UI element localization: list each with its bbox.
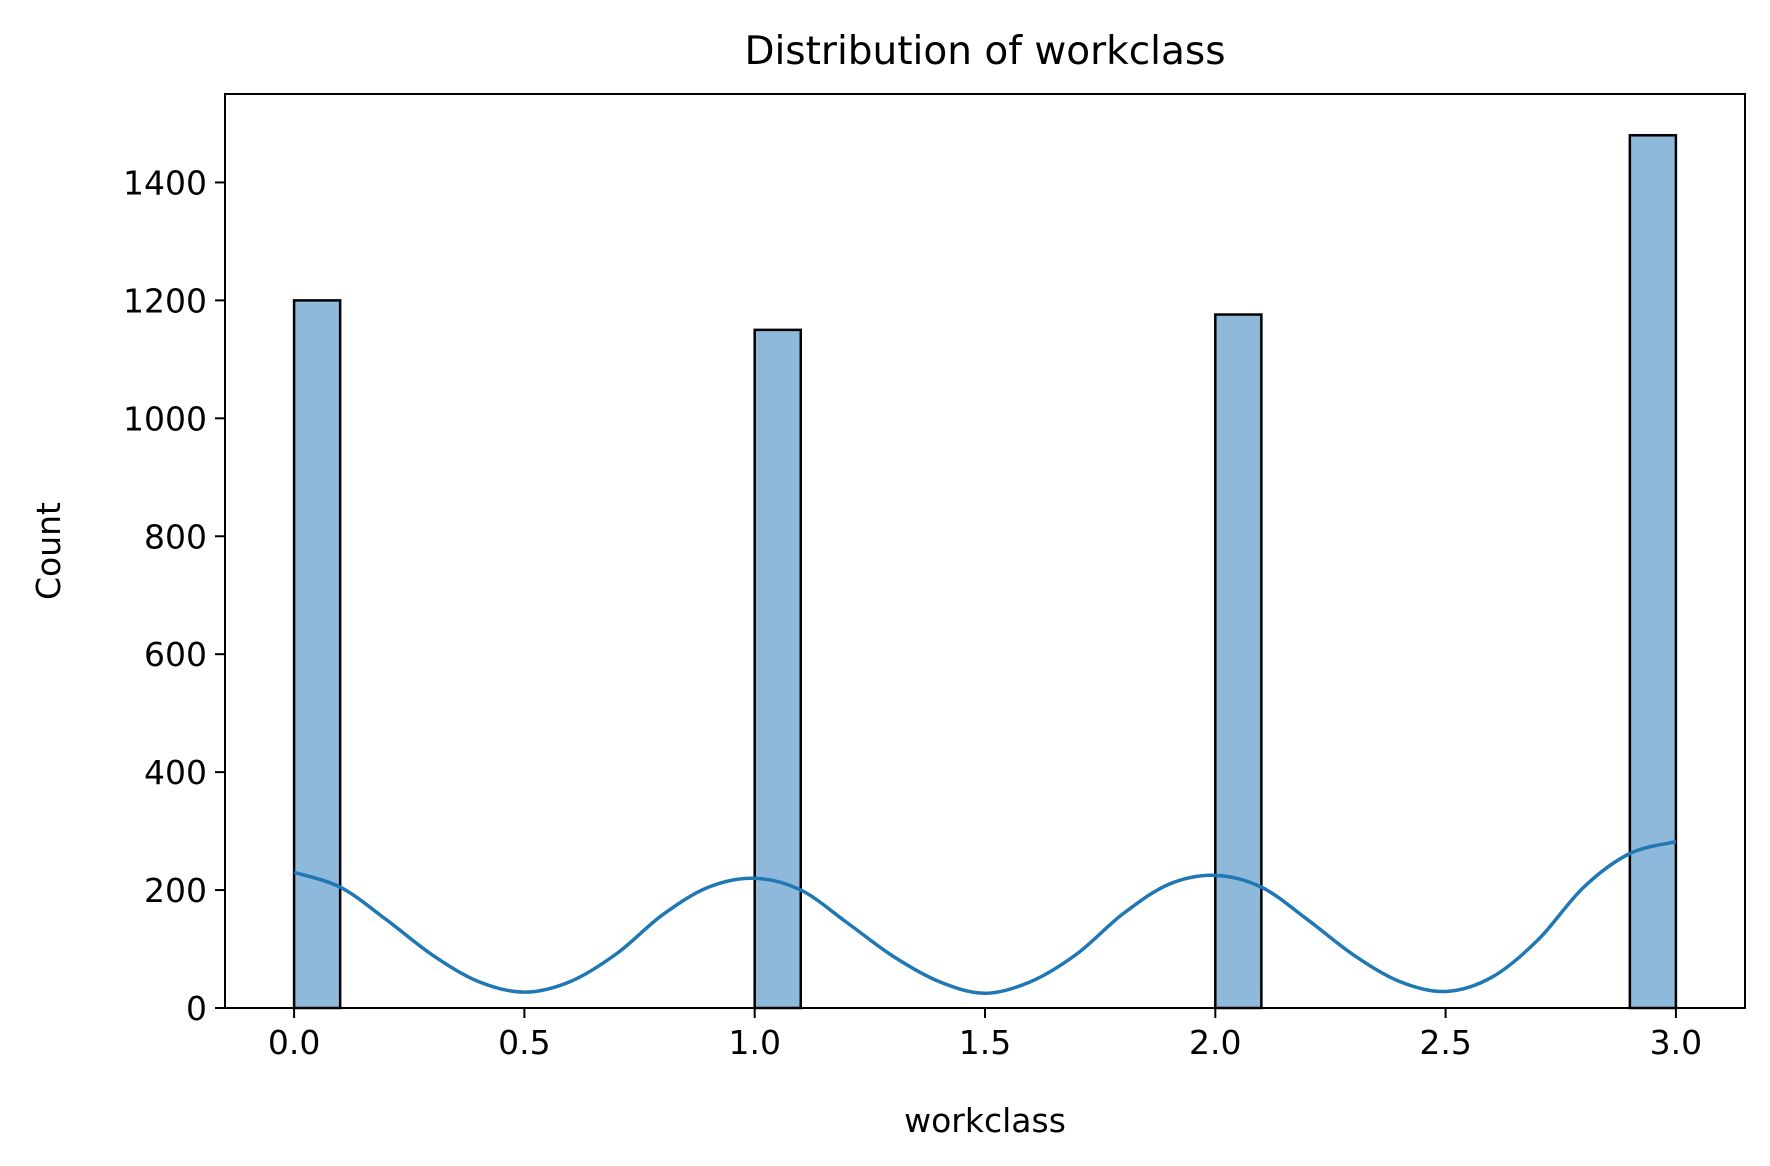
x-tick-label: 1.0 — [728, 1023, 780, 1062]
x-tick-label: 2.0 — [1189, 1023, 1241, 1062]
x-axis-label: workclass — [904, 1101, 1066, 1140]
y-axis-label: Count — [29, 502, 68, 600]
chart-title: Distribution of workclass — [744, 29, 1225, 74]
y-tick-label: 1200 — [123, 281, 207, 320]
x-tick-label: 1.5 — [959, 1023, 1011, 1062]
histogram-bar — [1628, 134, 1678, 1010]
histogram-bar — [753, 328, 803, 1010]
y-tick-label: 800 — [144, 517, 207, 556]
bars — [292, 134, 1678, 1010]
kde-line — [293, 840, 1677, 996]
histogram-bar — [1214, 313, 1263, 1010]
x-tick-label: 0.5 — [498, 1023, 550, 1062]
x-tick-label: 3.0 — [1650, 1023, 1702, 1062]
kde-curve-group — [293, 840, 1677, 996]
x-axis-ticks: 0.0 0.5 1.0 1.5 2.0 2.5 3.0 — [268, 1008, 1702, 1062]
plot-frame — [224, 93, 1746, 1009]
y-tick-label: 200 — [144, 871, 207, 910]
y-tick-label: 400 — [144, 753, 207, 792]
y-tick-label: 1000 — [123, 399, 207, 438]
histogram-bar — [292, 299, 342, 1010]
y-axis-ticks: 0 200 400 600 800 1000 1200 1400 — [123, 163, 225, 1028]
y-tick-label: 0 — [186, 989, 207, 1028]
y-tick-label: 1400 — [123, 163, 207, 202]
x-tick-label: 2.5 — [1419, 1023, 1471, 1062]
y-tick-label: 600 — [144, 635, 207, 674]
x-tick-label: 0.0 — [268, 1023, 320, 1062]
